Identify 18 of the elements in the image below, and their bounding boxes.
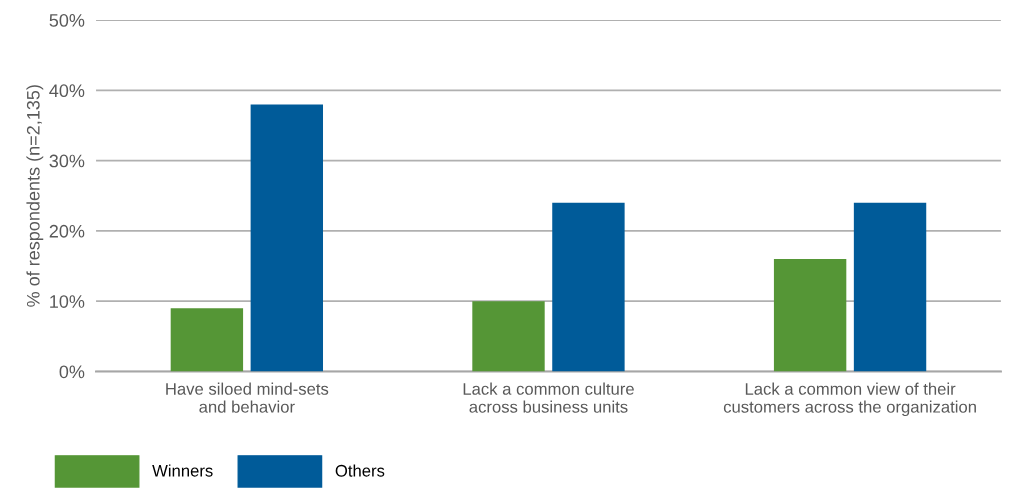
y-tick-label: 10% <box>50 295 85 308</box>
bar <box>853 202 927 372</box>
legend-label: Winners <box>152 464 213 477</box>
y-tick-label: 20% <box>49 224 85 238</box>
bar <box>552 202 625 372</box>
y-tick-label: 0% <box>59 365 85 379</box>
x-tick-label: Lack a common view of their customers across the organization <box>723 382 976 417</box>
y-tick-label: 40% <box>49 84 85 98</box>
bar <box>472 301 545 372</box>
legend-label: Others <box>335 464 385 477</box>
y-tick-label: 50% <box>49 14 85 27</box>
bar <box>250 104 324 372</box>
bar <box>170 308 244 372</box>
x-tick-label: Have siloed mind-sets and behavior <box>166 382 329 413</box>
y-axis-title: % of respondents (n=2,135) <box>26 85 44 307</box>
bar <box>773 259 847 372</box>
y-tick-label: 30% <box>49 154 85 168</box>
x-tick-label: Lack a common culture across business units <box>463 382 634 413</box>
